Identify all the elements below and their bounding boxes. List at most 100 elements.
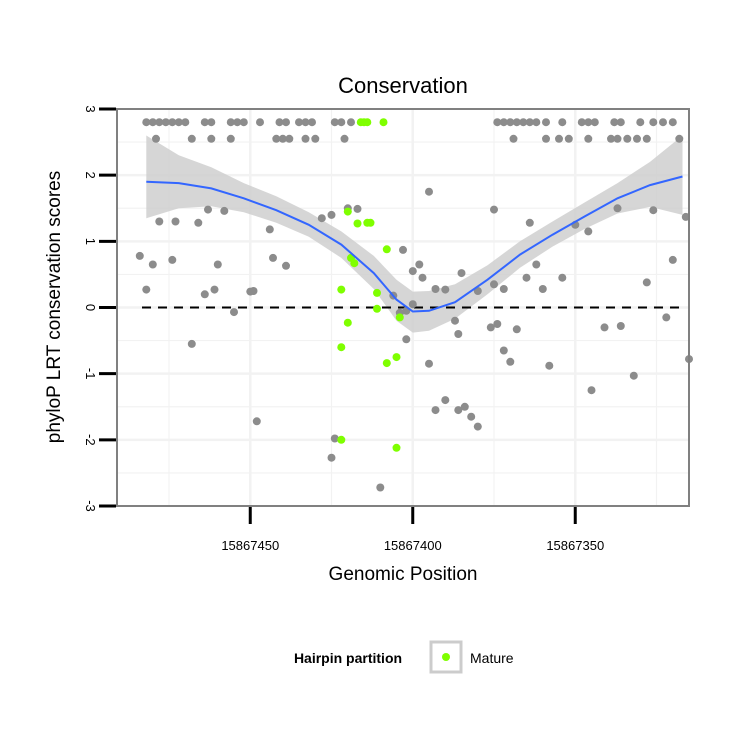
legend-key-mature — [429, 640, 463, 674]
point-other — [555, 134, 563, 143]
point-other — [623, 134, 632, 143]
point-other — [171, 217, 180, 226]
point-other — [213, 260, 222, 269]
point-other — [590, 118, 599, 127]
legend-label-mature: Mature — [470, 650, 514, 666]
point-other — [285, 134, 294, 143]
plot-panel-border — [116, 108, 690, 507]
point-other — [308, 118, 316, 127]
point-other — [649, 206, 658, 215]
point-mature — [382, 359, 391, 368]
point-other — [512, 325, 521, 334]
point-other — [408, 300, 417, 309]
point-other — [408, 267, 417, 276]
x-axis-title: Genomic Position — [329, 564, 478, 585]
point-other — [415, 260, 424, 269]
point-other — [200, 118, 209, 127]
point-other — [522, 273, 531, 282]
point-other — [152, 134, 160, 143]
point-other — [337, 118, 346, 127]
point-mature — [363, 118, 372, 127]
point-other — [616, 118, 625, 127]
point-other — [402, 335, 411, 344]
point-other — [347, 118, 355, 127]
point-other — [610, 118, 619, 127]
point-other — [376, 483, 385, 492]
point-other — [649, 118, 658, 127]
point-other — [577, 118, 586, 127]
point-other — [600, 323, 609, 332]
x-axis: 15867450 15867400 15867350 — [221, 507, 604, 553]
point-other — [457, 269, 466, 278]
point-other — [613, 204, 622, 213]
point-other — [353, 204, 362, 213]
point-other — [301, 134, 310, 143]
point-other — [168, 255, 177, 264]
point-mature — [392, 443, 401, 452]
point-other — [431, 406, 440, 415]
point-other — [269, 253, 277, 262]
point-other — [681, 212, 690, 221]
point-other — [272, 134, 281, 143]
point-mature — [353, 219, 362, 228]
point-other — [490, 280, 498, 289]
point-other — [460, 402, 469, 411]
point-other — [142, 118, 151, 127]
point-other — [210, 285, 219, 294]
y-tick-label: 2 — [83, 172, 98, 179]
point-other — [642, 134, 651, 143]
point-other — [486, 323, 495, 332]
point-other — [493, 320, 502, 328]
point-other — [155, 118, 164, 127]
point-other — [275, 118, 284, 127]
point-other — [330, 434, 339, 443]
point-other — [525, 118, 534, 127]
point-other — [642, 278, 651, 287]
point-other — [425, 187, 433, 196]
point-other — [327, 453, 336, 462]
legend-key-mature-dot — [442, 653, 450, 661]
point-mature — [337, 435, 346, 444]
point-other — [509, 134, 518, 143]
point-mature — [343, 318, 352, 327]
x-tick-label: 15867350 — [546, 538, 604, 553]
point-other — [155, 217, 164, 226]
point-other — [282, 261, 290, 270]
point-other — [473, 422, 482, 431]
point-other — [181, 118, 190, 127]
point-other — [226, 118, 235, 127]
point-mature — [379, 118, 388, 127]
point-other — [249, 287, 258, 295]
point-other — [587, 386, 596, 395]
point-mature — [395, 313, 404, 322]
data-points — [135, 118, 693, 492]
point-other — [467, 412, 476, 421]
point-other — [441, 285, 450, 294]
point-other — [616, 322, 625, 330]
point-other — [506, 357, 515, 366]
point-other — [454, 330, 463, 338]
point-mature — [392, 353, 401, 362]
point-other — [431, 285, 440, 293]
point-other — [607, 134, 615, 143]
point-mature — [343, 207, 352, 216]
point-other — [135, 251, 144, 260]
point-other — [340, 134, 349, 143]
point-mature — [366, 218, 375, 227]
point-other — [545, 361, 554, 370]
point-other — [418, 273, 427, 282]
point-other — [636, 118, 645, 127]
point-other — [142, 285, 151, 294]
x-tick-label: 15867450 — [221, 538, 279, 553]
point-other — [425, 359, 433, 368]
point-other — [451, 316, 459, 325]
point-other — [204, 205, 212, 214]
point-other — [441, 396, 450, 405]
point-other — [256, 118, 264, 127]
point-other — [327, 210, 336, 219]
point-other — [512, 118, 521, 127]
point-mature — [337, 285, 346, 294]
point-other — [317, 214, 326, 223]
point-other — [194, 218, 203, 227]
